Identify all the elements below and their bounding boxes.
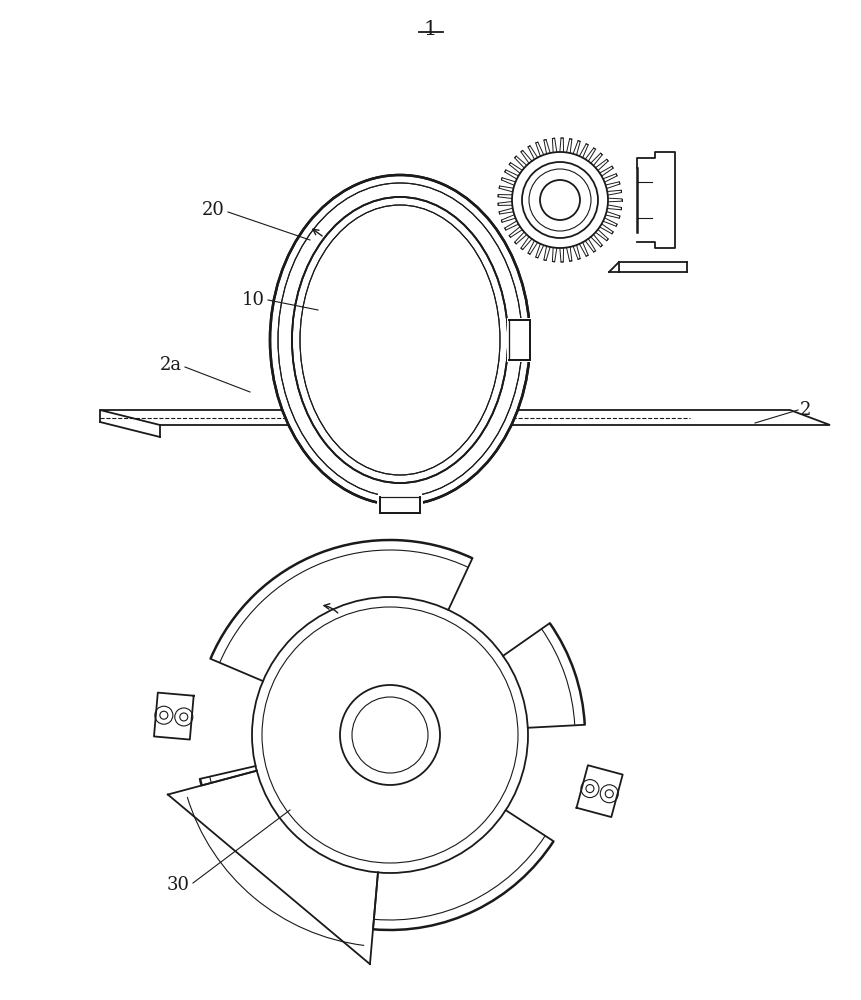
Polygon shape <box>507 318 532 362</box>
Polygon shape <box>507 318 532 362</box>
Text: 2a: 2a <box>160 356 182 374</box>
Text: 20: 20 <box>202 201 225 219</box>
Text: 10: 10 <box>242 291 265 309</box>
Text: 2: 2 <box>800 401 811 419</box>
Polygon shape <box>378 493 422 519</box>
Polygon shape <box>100 410 830 425</box>
Text: 1: 1 <box>424 20 437 39</box>
Ellipse shape <box>271 176 529 504</box>
Text: 30: 30 <box>167 876 190 894</box>
Polygon shape <box>378 495 422 517</box>
